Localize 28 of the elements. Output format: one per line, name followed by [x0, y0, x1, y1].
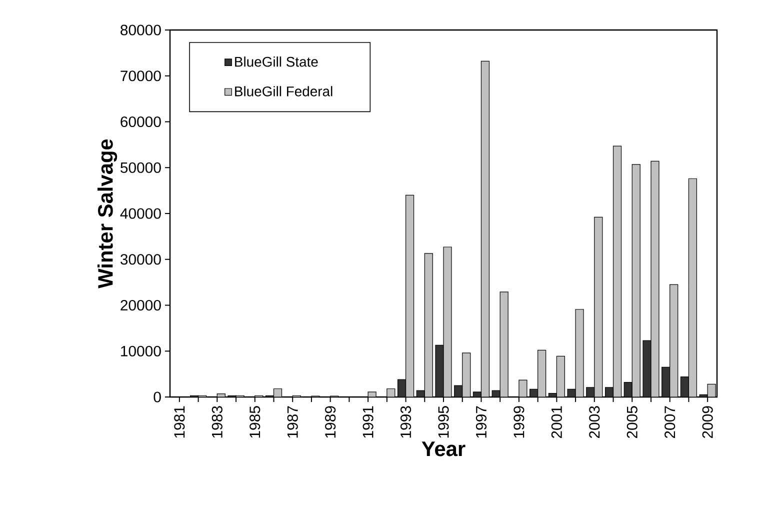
y-tick-label: 50000: [120, 162, 161, 173]
y-tick-label: 80000: [120, 24, 161, 36]
y-tick-label: 30000: [120, 254, 161, 265]
x-tick-label: 1993: [400, 406, 412, 438]
x-axis-title: Year: [422, 442, 466, 456]
x-tick-label: 2007: [664, 406, 676, 438]
x-tick-label: 1999: [514, 406, 524, 438]
x-tick-label: 1991: [362, 406, 374, 438]
x-tick-label: 2005: [626, 406, 638, 438]
y-tick-label: 0: [154, 392, 161, 402]
x-tick-label: 1985: [250, 406, 260, 438]
x-tick-label: 2003: [589, 406, 600, 438]
x-tick-label: 1987: [287, 406, 298, 438]
legend-label: BlueGill State: [235, 56, 318, 67]
y-tick-label: 10000: [121, 346, 161, 356]
legend-label: BlueGill Federal: [235, 86, 332, 96]
y-axis-title: Winter Salvage: [97, 139, 118, 288]
y-tick-label: 70000: [120, 70, 161, 82]
x-tick-label: 1989: [325, 406, 336, 438]
y-tick-label: 20000: [120, 300, 161, 311]
y-tick-label: 60000: [120, 116, 161, 128]
x-tick-label: 1997: [476, 406, 487, 438]
x-tick-label: 1995: [438, 406, 449, 438]
x-tick-label: 1981: [174, 406, 185, 438]
y-tick-label: 40000: [120, 208, 161, 219]
x-tick-label: 2009: [702, 406, 713, 438]
x-tick-label: 1983: [212, 406, 222, 438]
x-tick-label: 2001: [551, 406, 562, 438]
